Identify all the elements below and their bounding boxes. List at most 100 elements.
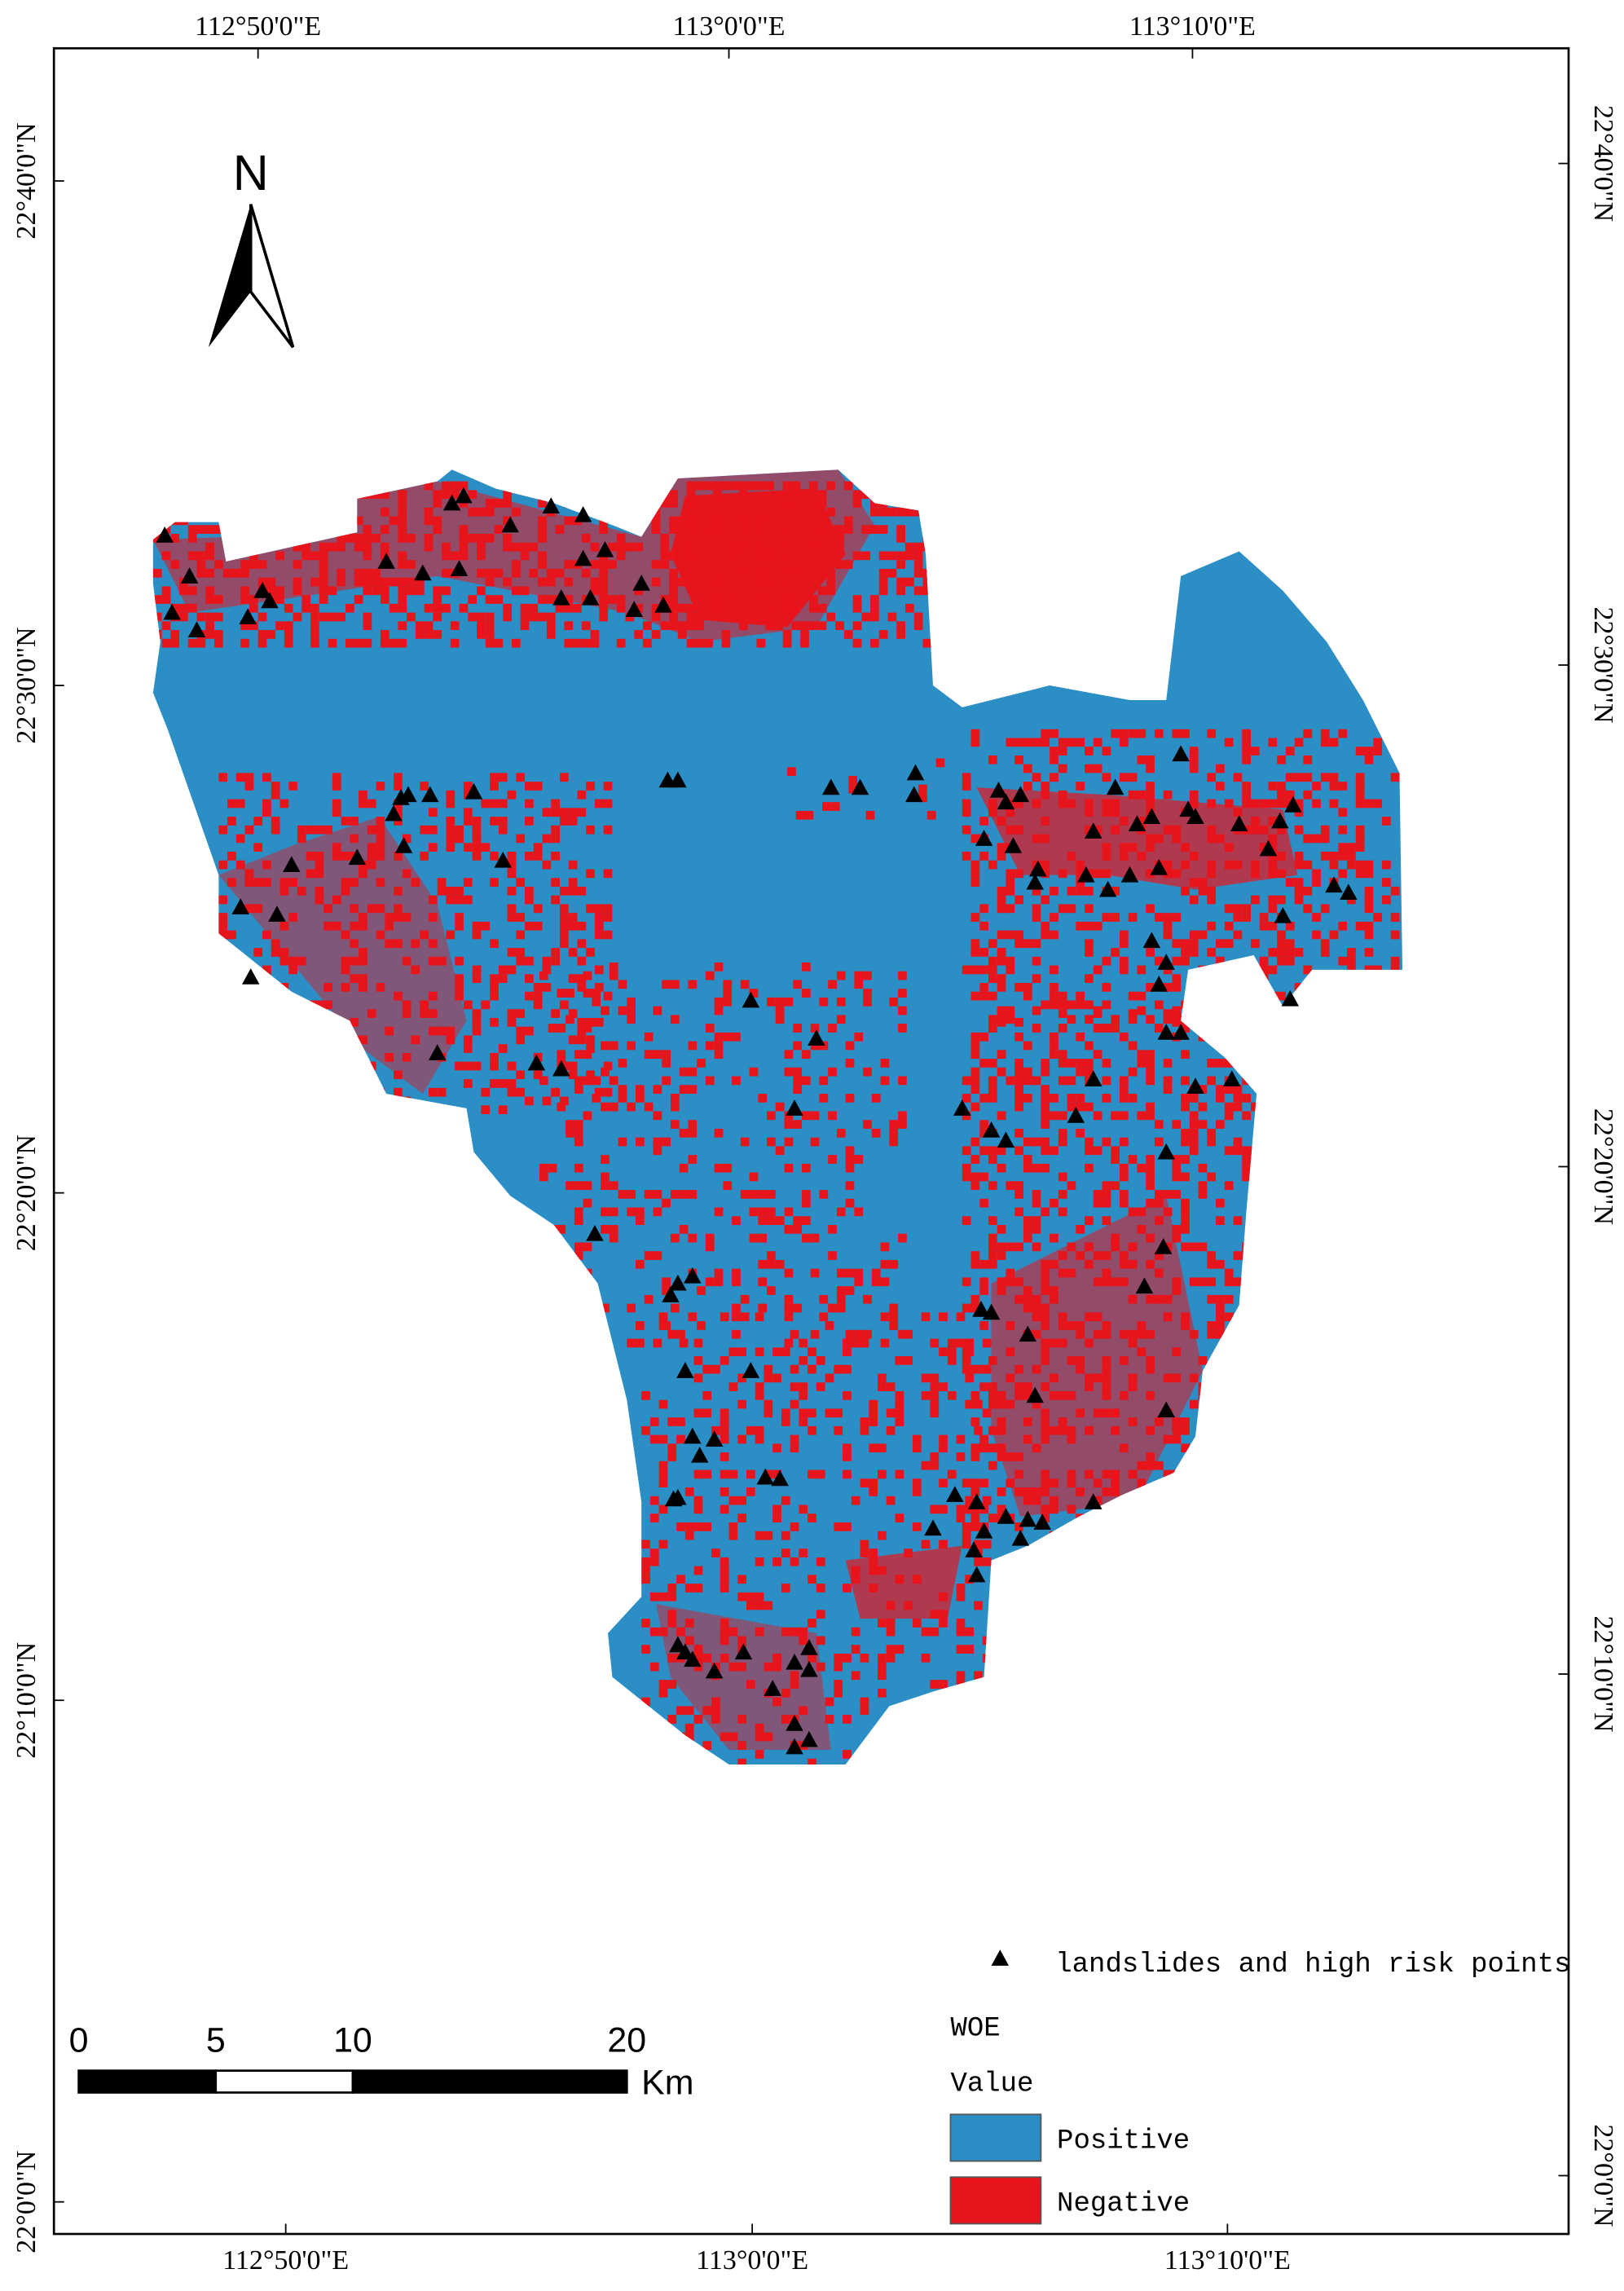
- negative-cell: [222, 568, 232, 578]
- negative-cell: [979, 1434, 988, 1444]
- negative-cell: [1364, 747, 1374, 756]
- negative-cell: [424, 533, 434, 543]
- negative-cell: [516, 1009, 526, 1018]
- negative-cell: [1154, 1216, 1164, 1226]
- landslide-point: [1230, 815, 1248, 831]
- negative-cell: [1085, 1102, 1094, 1112]
- negative-cell: [962, 808, 971, 817]
- negative-cell: [1014, 755, 1023, 764]
- negative-cell: [1067, 1321, 1076, 1330]
- negative-cell: [1085, 1015, 1094, 1024]
- negative-cell: [784, 1120, 794, 1129]
- negative-cell: [714, 1032, 724, 1042]
- negative-cell: [922, 586, 932, 596]
- negative-cell: [323, 1079, 332, 1088]
- negative-cell: [1207, 1382, 1217, 1391]
- negative-cell: [1041, 790, 1050, 800]
- negative-cell: [372, 490, 381, 500]
- negative-cell: [1251, 1000, 1260, 1010]
- negative-cell: [851, 1645, 860, 1654]
- negative-cell: [490, 983, 499, 992]
- negative-cell: [765, 533, 774, 543]
- negative-cell: [568, 974, 578, 984]
- negative-cell: [772, 1557, 781, 1566]
- negative-cell: [468, 595, 478, 604]
- negative-cell: [187, 638, 197, 648]
- negative-cell: [1242, 1461, 1252, 1470]
- legend-swatch: [949, 2113, 1042, 2162]
- negative-cell: [1041, 817, 1050, 826]
- negative-cell: [1172, 1417, 1182, 1426]
- negative-cell: [284, 533, 293, 543]
- negative-cell: [455, 983, 464, 992]
- negative-cell: [1207, 1172, 1217, 1182]
- negative-cell: [235, 773, 245, 782]
- negative-cell: [555, 568, 565, 578]
- landslide-point: [348, 848, 367, 866]
- negative-cell: [529, 568, 539, 578]
- negative-cell: [997, 817, 1006, 826]
- negative-cell: [262, 974, 271, 984]
- negative-cell: [962, 1093, 971, 1103]
- negative-cell: [253, 948, 263, 957]
- negative-cell: [1102, 913, 1111, 922]
- negative-cell: [498, 1044, 508, 1053]
- negative-cell: [677, 542, 687, 552]
- negative-cell: [835, 533, 844, 543]
- negative-cell: [997, 1111, 1006, 1121]
- negative-cell: [878, 499, 888, 508]
- negative-cell: [732, 1268, 741, 1278]
- negative-cell: [1294, 799, 1304, 808]
- negative-cell: [704, 525, 713, 534]
- negative-cell: [213, 595, 223, 604]
- negative-cell: [1364, 974, 1374, 984]
- negative-cell: [669, 595, 678, 604]
- negative-cell: [863, 997, 872, 1007]
- negative-cell: [1347, 860, 1356, 870]
- negative-cell: [863, 989, 872, 998]
- negative-cell: [574, 1163, 583, 1173]
- negative-cell: [997, 974, 1006, 984]
- negative-cell: [826, 568, 836, 578]
- negative-cell: [755, 1434, 764, 1444]
- negative-cell: [363, 490, 372, 500]
- negative-cell: [979, 948, 988, 957]
- negative-cell: [568, 886, 578, 896]
- negative-cell: [669, 603, 678, 613]
- negative-cell: [878, 1653, 887, 1663]
- negative-cell: [712, 595, 722, 604]
- negative-cell: [533, 782, 543, 791]
- negative-cell: [1102, 1251, 1111, 1260]
- negative-cell: [559, 930, 569, 940]
- negative-cell: [446, 790, 456, 800]
- negative-cell: [1058, 1312, 1067, 1322]
- negative-cell: [795, 810, 805, 820]
- negative-cell: [997, 1067, 1006, 1077]
- negative-cell: [1251, 1067, 1260, 1077]
- negative-cell: [315, 1105, 324, 1115]
- negative-cell: [603, 825, 613, 835]
- negative-cell: [730, 533, 740, 543]
- negative-cell: [772, 1697, 781, 1707]
- negative-cell: [782, 630, 792, 639]
- negative-cell: [1041, 1093, 1050, 1103]
- negative-cell: [376, 825, 385, 835]
- negative-cell: [651, 630, 661, 639]
- negative-cell: [834, 1425, 843, 1435]
- negative-cell: [800, 630, 809, 639]
- negative-cell: [705, 1041, 715, 1051]
- negative-cell: [450, 481, 460, 491]
- negative-cell: [723, 980, 733, 989]
- negative-cell: [1207, 1461, 1217, 1470]
- bottom-coord-label: 113°10'0"E: [1164, 2245, 1291, 2276]
- negative-cell: [1390, 913, 1400, 922]
- landslide-point: [574, 549, 592, 566]
- negative-cell: [962, 1146, 971, 1156]
- negative-cell: [714, 1277, 724, 1287]
- negative-cell: [253, 1105, 263, 1115]
- negative-cell: [1355, 869, 1365, 879]
- left-coord-label: 22°20'0"N: [11, 1134, 42, 1251]
- negative-cell: [956, 1706, 966, 1716]
- negative-cell: [463, 1079, 473, 1088]
- negative-cell: [1032, 773, 1041, 782]
